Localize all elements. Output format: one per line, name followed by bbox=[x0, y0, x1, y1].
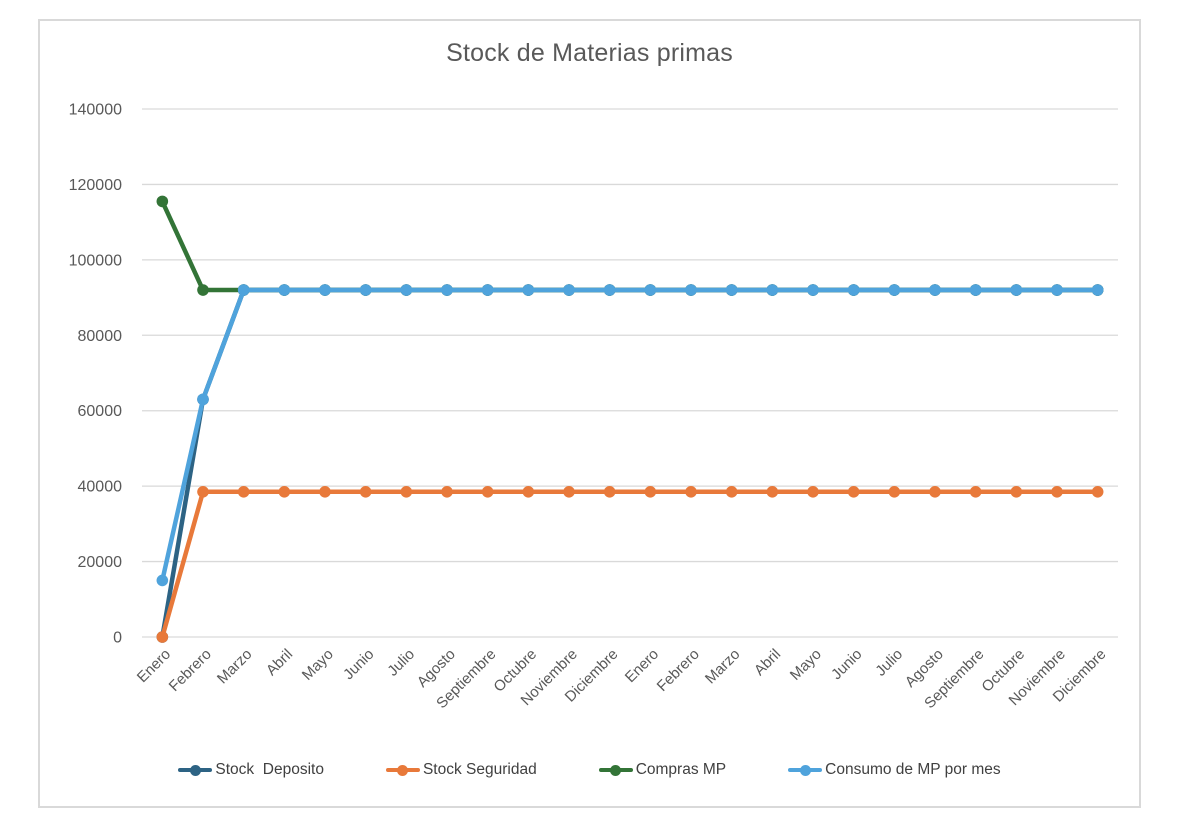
y-tick-label: 40000 bbox=[78, 479, 123, 496]
y-tick-label: 80000 bbox=[78, 328, 123, 345]
x-tick-label: Junio bbox=[340, 646, 377, 683]
legend-line-marker-icon bbox=[788, 764, 823, 776]
series-marker-consumo-de-mp-por-mes bbox=[563, 284, 575, 296]
series-marker-stock-seguridad bbox=[603, 486, 616, 498]
x-tick-label: Mayo bbox=[299, 646, 337, 684]
series-marker-stock-seguridad bbox=[685, 486, 697, 498]
series-marker-consumo-de-mp-por-mes bbox=[197, 393, 209, 406]
series-marker-consumo-de-mp-por-mes bbox=[644, 284, 657, 296]
series-marker-stock-seguridad bbox=[278, 486, 291, 498]
x-tick-label: Abril bbox=[263, 646, 296, 679]
series-marker-consumo-de-mp-por-mes bbox=[685, 284, 697, 296]
series-marker-stock-seguridad bbox=[1051, 486, 1063, 498]
series-marker-consumo-de-mp-por-mes bbox=[522, 284, 535, 296]
series-marker-stock-seguridad bbox=[441, 486, 453, 498]
y-tick-label: 140000 bbox=[69, 102, 122, 119]
series-line-stock-seguridad bbox=[160, 489, 1100, 640]
series-line-consumo-de-mp-por-mes bbox=[160, 287, 1100, 583]
series-marker-consumo-de-mp-por-mes bbox=[807, 284, 819, 296]
series-marker-stock-seguridad bbox=[522, 486, 535, 498]
series-marker-consumo-de-mp-por-mes bbox=[237, 284, 250, 296]
series-marker-consumo-de-mp-por-mes bbox=[1091, 284, 1104, 296]
y-tick-label: 20000 bbox=[78, 554, 123, 571]
series-marker-consumo-de-mp-por-mes bbox=[847, 284, 860, 296]
legend-label: Compras MP bbox=[635, 761, 727, 778]
chart-title: Stock de Materias primas bbox=[446, 39, 733, 67]
series-marker-stock-seguridad bbox=[644, 486, 657, 498]
series-marker-consumo-de-mp-por-mes bbox=[969, 284, 982, 296]
x-tick-label: Marzo bbox=[702, 646, 743, 687]
x-tick-label: Abril bbox=[751, 646, 784, 679]
series-marker-stock-seguridad bbox=[929, 486, 941, 498]
x-tick-label: Marzo bbox=[214, 646, 255, 687]
series-marker-consumo-de-mp-por-mes bbox=[319, 284, 331, 296]
series-marker-consumo-de-mp-por-mes bbox=[766, 284, 779, 296]
series-marker-stock-seguridad bbox=[1010, 486, 1023, 498]
series-marker-stock-seguridad bbox=[359, 486, 372, 498]
series-marker-stock-seguridad bbox=[400, 486, 413, 498]
legend-line-marker-icon bbox=[598, 764, 633, 776]
x-tick-label: Julio bbox=[872, 646, 906, 680]
series-marker-stock-seguridad bbox=[563, 486, 575, 498]
series-marker-stock-seguridad bbox=[237, 486, 250, 498]
x-tick-label: Febrero bbox=[166, 646, 215, 695]
series-marker-stock-seguridad bbox=[969, 486, 982, 498]
series-marker-stock-seguridad bbox=[888, 486, 901, 498]
series-marker-consumo-de-mp-por-mes bbox=[725, 284, 738, 296]
series-marker-consumo-de-mp-por-mes bbox=[481, 284, 494, 296]
y-tick-label: 60000 bbox=[78, 403, 123, 420]
x-tick-label: Mayo bbox=[787, 646, 825, 684]
chart-frame: Stock de Materias primas 0 20000 40000 6000… bbox=[38, 19, 1141, 808]
series-line-stock-deposito bbox=[160, 287, 1100, 640]
series-marker-consumo-de-mp-por-mes bbox=[888, 284, 901, 296]
legend-item-compras-mp: Compras MP bbox=[598, 761, 727, 779]
series-marker-stock-seguridad bbox=[847, 486, 860, 498]
series-line-compras-mp bbox=[160, 199, 1100, 293]
series-marker-stock-seguridad bbox=[319, 486, 331, 498]
series-marker-stock-seguridad bbox=[766, 486, 779, 498]
series-marker-consumo-de-mp-por-mes bbox=[278, 284, 291, 296]
x-tick-label: Junio bbox=[828, 646, 865, 683]
series-marker-consumo-de-mp-por-mes bbox=[603, 284, 616, 296]
legend-item-stock-deposito: Stock Deposito bbox=[178, 761, 324, 779]
x-tick-label: Febrero bbox=[654, 646, 703, 695]
series-marker-stock-seguridad bbox=[807, 486, 819, 498]
legend-line-marker-icon bbox=[385, 764, 420, 776]
series-marker-stock-seguridad bbox=[725, 486, 738, 498]
legend-label: Stock Deposito bbox=[215, 761, 324, 778]
series-marker-compras-mp bbox=[197, 284, 209, 296]
series-marker-consumo-de-mp-por-mes bbox=[929, 284, 941, 296]
legend-item-consumo-de-mp-por-mes: Consumo de MP por mes bbox=[788, 761, 1001, 779]
series-marker-consumo-de-mp-por-mes bbox=[441, 284, 453, 296]
chart-legend: Stock Deposito Stock Seguridad Compras MP C… bbox=[40, 761, 1139, 779]
series-marker-consumo-de-mp-por-mes bbox=[156, 574, 169, 587]
series-marker-stock-seguridad bbox=[481, 486, 494, 498]
legend-label: Consumo de MP por mes bbox=[825, 761, 1001, 778]
series-marker-consumo-de-mp-por-mes bbox=[1010, 284, 1023, 296]
legend-line-marker-icon bbox=[178, 764, 213, 776]
series-marker-consumo-de-mp-por-mes bbox=[1051, 284, 1063, 296]
legend-label: Stock Seguridad bbox=[422, 761, 537, 778]
series-marker-stock-seguridad bbox=[1091, 486, 1104, 498]
series-marker-compras-mp bbox=[156, 195, 169, 208]
series-marker-consumo-de-mp-por-mes bbox=[400, 284, 413, 296]
plot-svg: 020000400006000080000100000120000140000E… bbox=[69, 102, 1118, 712]
series-marker-stock-seguridad bbox=[156, 631, 169, 643]
x-tick-label: Julio bbox=[384, 646, 418, 680]
series-marker-consumo-de-mp-por-mes bbox=[359, 284, 372, 296]
series-marker-stock-seguridad bbox=[197, 486, 209, 498]
y-tick-label: 100000 bbox=[69, 252, 122, 269]
y-tick-label: 0 bbox=[113, 630, 122, 647]
legend-item-stock-seguridad: Stock Seguridad bbox=[385, 761, 537, 779]
y-tick-label: 120000 bbox=[69, 177, 122, 194]
